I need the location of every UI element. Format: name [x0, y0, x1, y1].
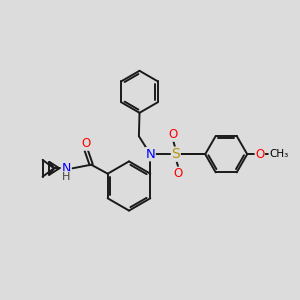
Text: S: S — [171, 147, 180, 161]
Text: H: H — [62, 172, 70, 182]
Text: N: N — [146, 148, 155, 161]
Text: O: O — [169, 128, 178, 141]
Text: O: O — [174, 167, 183, 180]
Text: O: O — [255, 148, 264, 161]
Text: O: O — [81, 137, 90, 150]
Text: N: N — [61, 162, 71, 175]
Text: CH₃: CH₃ — [269, 149, 288, 159]
